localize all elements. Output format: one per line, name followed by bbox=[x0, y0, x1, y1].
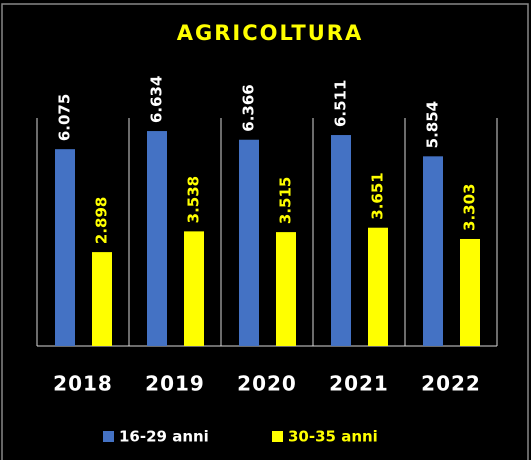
data-label: 2.898 bbox=[93, 197, 111, 244]
data-label: 3.651 bbox=[369, 172, 387, 219]
x-tick-label: 2019 bbox=[145, 372, 205, 396]
legend-swatch bbox=[272, 431, 283, 442]
bar bbox=[55, 149, 75, 346]
chart-title: AGRICOLTURA bbox=[177, 21, 363, 45]
data-label: 6.075 bbox=[56, 94, 74, 141]
legend-label: 30-35 anni bbox=[288, 428, 378, 446]
bar bbox=[92, 252, 112, 346]
bar bbox=[239, 139, 259, 346]
bar bbox=[423, 156, 443, 346]
data-label: 3.515 bbox=[277, 177, 295, 224]
data-label: 6.634 bbox=[148, 76, 166, 123]
bar bbox=[331, 135, 351, 346]
bar bbox=[147, 131, 167, 346]
bar bbox=[368, 227, 388, 346]
x-tick-label: 2022 bbox=[421, 372, 481, 396]
data-label: 6.511 bbox=[332, 80, 350, 127]
data-label: 6.366 bbox=[240, 84, 258, 131]
bar bbox=[460, 238, 480, 346]
x-tick-label: 2021 bbox=[329, 372, 389, 396]
data-label: 3.303 bbox=[461, 184, 479, 231]
legend-label: 16-29 anni bbox=[119, 428, 209, 446]
x-tick-label: 2020 bbox=[237, 372, 297, 396]
legend-swatch bbox=[103, 431, 114, 442]
x-tick-label: 2018 bbox=[53, 372, 113, 396]
data-label: 5.854 bbox=[424, 101, 442, 148]
data-label: 3.538 bbox=[185, 176, 203, 223]
bar bbox=[184, 231, 204, 346]
bar bbox=[276, 232, 296, 346]
